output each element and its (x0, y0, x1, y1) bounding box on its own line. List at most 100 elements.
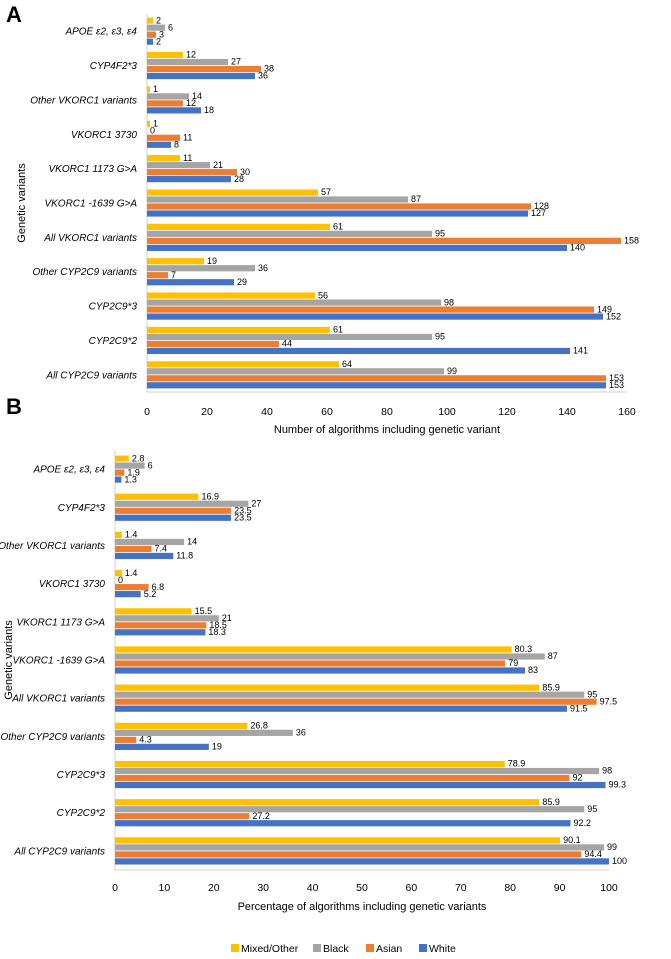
bar-value-label: 61 (333, 222, 343, 232)
category-label: Other CYP2C9 variants (33, 267, 138, 278)
bar-value-label: 21 (213, 160, 223, 170)
bar (115, 552, 174, 560)
bar-value-label: 6 (168, 22, 173, 32)
legend-swatch (313, 944, 321, 952)
bar-value-label: 3 (159, 29, 164, 39)
bar-value-label: 12 (186, 50, 196, 60)
bar (115, 858, 609, 865)
category-label: VKORC1 1173 G>A (17, 617, 106, 628)
bar (115, 767, 600, 775)
bar (147, 107, 201, 114)
bar-value-label: 18 (204, 105, 214, 115)
bar-value-label: 36 (258, 263, 268, 273)
bar-value-label: 97.5 (600, 696, 618, 706)
bar (115, 646, 512, 653)
bar-value-label: 80.3 (515, 644, 533, 654)
bar-value-label: 141 (573, 346, 588, 356)
bar-value-label: 11 (183, 153, 192, 163)
y-axis-title: Genetic variants (16, 163, 28, 243)
category-label: Other CYP2C9 variants (1, 732, 106, 743)
bar-value-label: 140 (570, 243, 585, 253)
bar-value-label: 18.3 (208, 627, 226, 637)
bar-value-label: 153 (609, 380, 624, 390)
bar-value-label: 127 (531, 208, 546, 218)
bar (115, 813, 250, 820)
bar (147, 361, 339, 368)
bar-value-label: 7.4 (155, 544, 168, 554)
bar (147, 272, 168, 279)
x-tick-label: 100 (600, 882, 618, 894)
bar-value-label: 87 (548, 651, 558, 661)
bar-value-label: 92 (572, 773, 582, 783)
bar-value-label: 158 (624, 236, 639, 246)
bar-value-label: 27 (251, 498, 261, 508)
bar-value-label: 128 (534, 201, 549, 211)
bar-value-label: 23.5 (234, 505, 252, 515)
bar-value-label: 11 (183, 132, 192, 142)
legend-label: White (429, 943, 456, 955)
bar (147, 120, 150, 127)
bar-value-label: 61 (333, 325, 343, 335)
bar (147, 65, 261, 73)
x-tick-label: 40 (307, 882, 319, 894)
bar (115, 743, 209, 750)
bar (115, 837, 561, 844)
bar (115, 622, 207, 629)
bar-value-label: 44 (282, 339, 292, 349)
bar (115, 684, 540, 691)
bar-value-label: 153 (609, 373, 624, 383)
bar-value-label: 18.5 (209, 620, 227, 630)
bar (147, 313, 603, 320)
x-tick-label: 60 (321, 406, 333, 418)
x-tick-label: 80 (504, 882, 516, 894)
bar (147, 279, 234, 286)
bar (147, 210, 528, 217)
bar (147, 292, 315, 299)
bar-value-label: 1.4 (125, 568, 138, 578)
category-label: CYP2C9*2 (89, 336, 138, 347)
bar-value-label: 6.8 (152, 582, 165, 592)
bar-value-label: 100 (612, 856, 627, 866)
bar-value-label: 98 (444, 297, 454, 307)
bar (115, 493, 199, 500)
category-label: APOE ε2, ε3, ε4 (64, 27, 137, 38)
legend-label: Mixed/Other (241, 943, 299, 955)
bar-value-label: 1 (153, 118, 158, 128)
bar (147, 244, 567, 251)
bar-value-label: 87 (411, 194, 421, 204)
category-label: All VKORC1 variants (43, 233, 137, 244)
bar (147, 340, 279, 348)
x-tick-label: 80 (381, 406, 393, 418)
bar (147, 223, 330, 230)
bar (147, 17, 153, 24)
bar (147, 230, 432, 237)
bar (115, 615, 219, 622)
bar (147, 100, 183, 107)
bar-value-label: 98 (602, 766, 612, 776)
bar-value-label: 21 (222, 613, 232, 623)
bar (147, 72, 255, 80)
bar-value-label: 79 (508, 658, 518, 668)
bar-value-label: 78.9 (508, 759, 526, 769)
bar (115, 591, 141, 598)
bar (115, 570, 122, 577)
bar (115, 462, 145, 469)
x-tick-label: 30 (257, 882, 269, 894)
x-axis-title: Percentage of algorithms including genet… (238, 901, 487, 913)
legend: Mixed/Other Black Asian White (231, 943, 456, 955)
bar-value-label: 29 (237, 277, 247, 287)
bar-value-label: 4.3 (139, 735, 152, 745)
bar-value-label: 85.9 (542, 682, 560, 692)
bar (147, 265, 255, 272)
bar (115, 799, 540, 806)
bar-value-label: 2 (156, 15, 161, 25)
bar (115, 608, 192, 615)
bar (147, 196, 408, 203)
bar-value-label: 94.4 (584, 849, 602, 859)
bar-value-label: 38 (264, 64, 274, 74)
x-tick-label: 160 (618, 406, 636, 418)
category-label: CYP4F2*3 (90, 61, 138, 72)
bar (115, 660, 506, 667)
bar (115, 736, 137, 743)
bar (147, 24, 165, 31)
